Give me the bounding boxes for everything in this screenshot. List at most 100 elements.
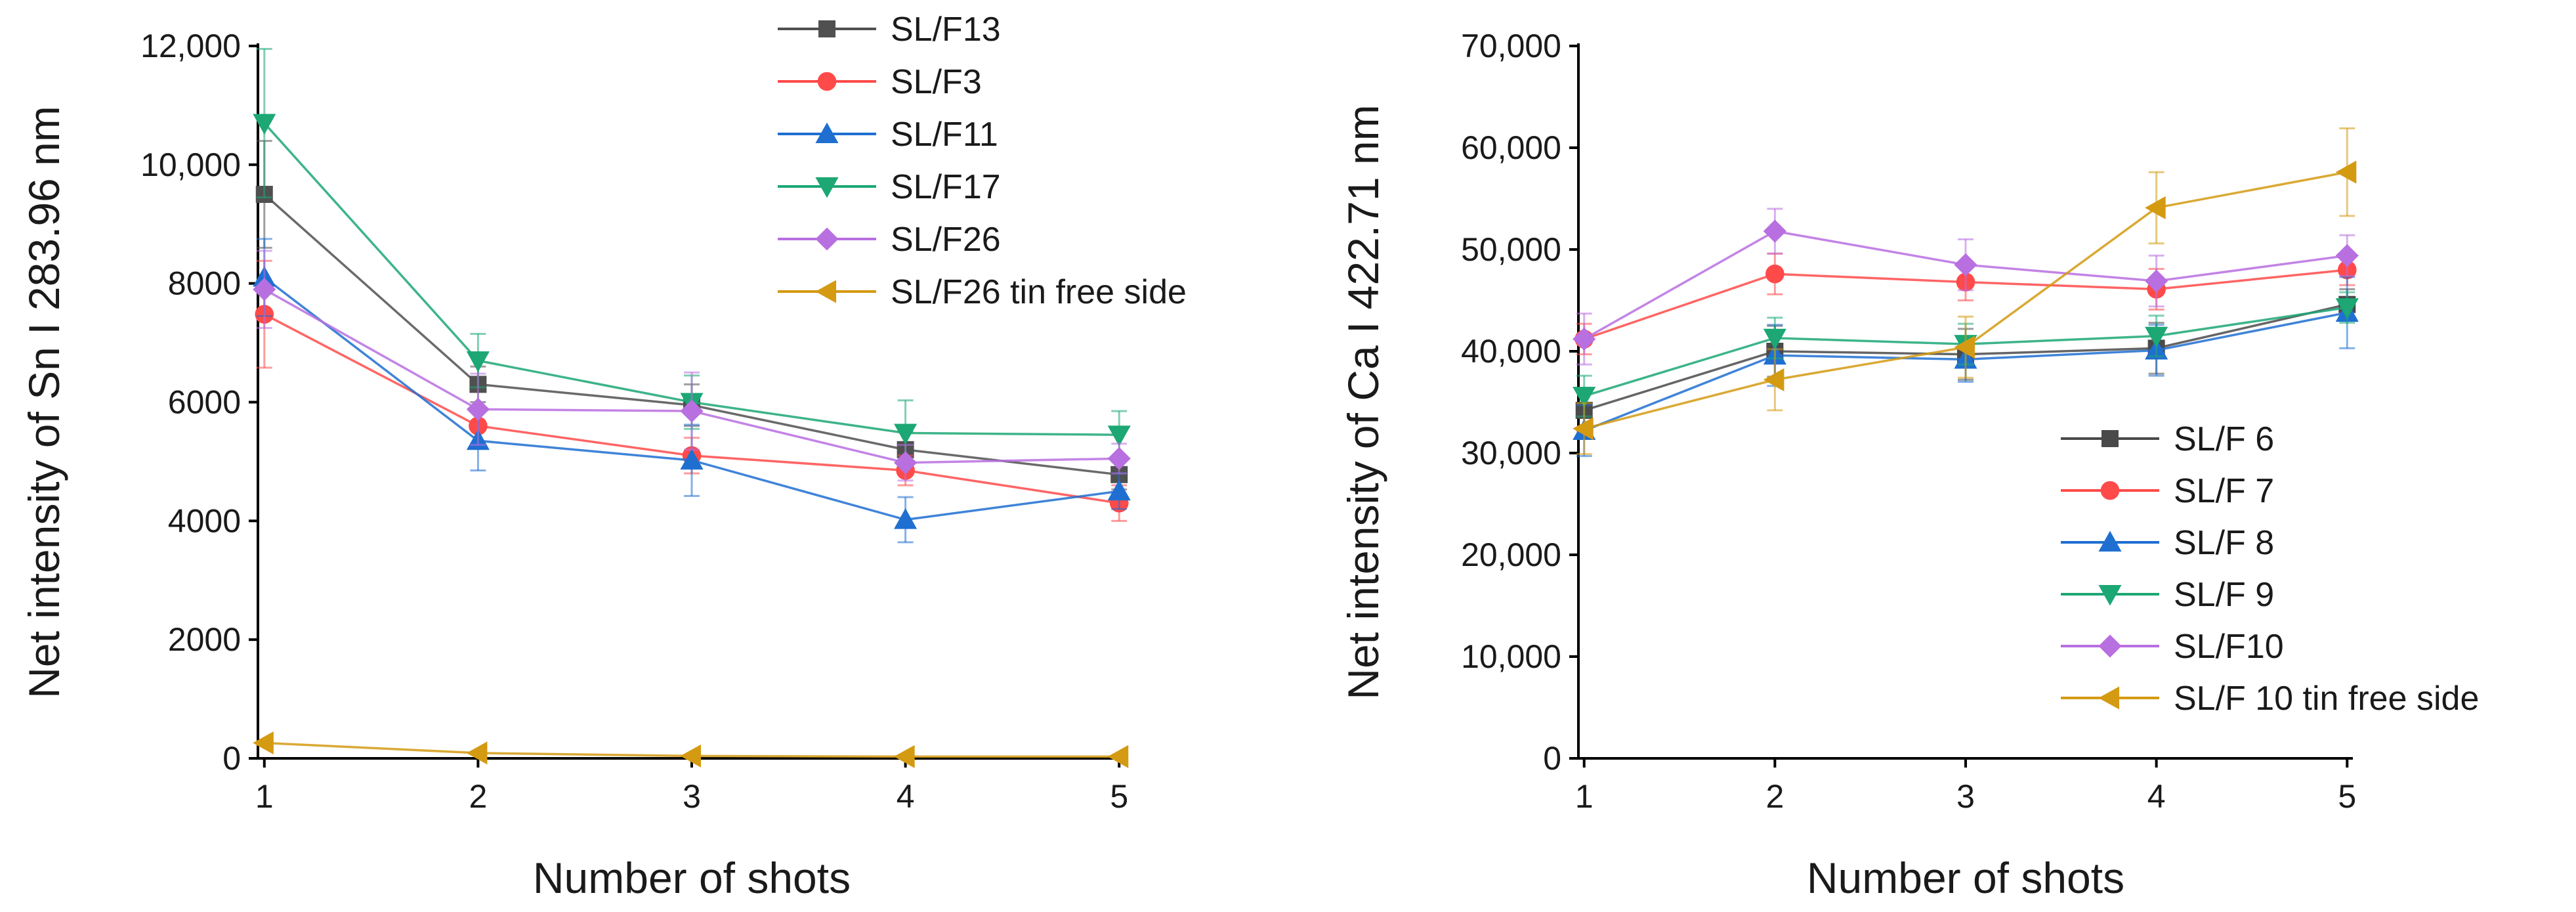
legend-label: SL/F 7 [2174, 472, 2274, 510]
y-tick-label: 40,000 [1461, 333, 1561, 370]
y-tick-label: 0 [222, 740, 241, 777]
x-axis-title: Number of shots [533, 854, 851, 902]
legend-label: SL/F10 [2174, 628, 2284, 666]
legend-item: SL/F3 [778, 63, 982, 101]
data-point [894, 745, 915, 768]
data-point [1573, 387, 1596, 408]
data-point [466, 351, 490, 372]
legend-item: SL/F 9 [2061, 576, 2274, 614]
legend-marker [2101, 430, 2119, 447]
legend-item: SL/F 6 [2061, 420, 2274, 458]
legend-item: SL/F17 [778, 168, 1001, 206]
data-point [1107, 745, 1129, 768]
y-tick-label: 10,000 [1461, 638, 1561, 675]
y-axis-title: Net intensity of Sn I 283.96 nm [20, 106, 68, 699]
legend-label: SL/F26 [891, 221, 1001, 259]
legend: SL/F13 SL/F3 SL/F11 SL/F17 SL/F26 SL/F26 tin … [778, 11, 1187, 311]
x-tick-label: 2 [1765, 778, 1784, 815]
data-point [1573, 327, 1596, 351]
legend-label: SL/F13 [891, 11, 1001, 49]
y-tick-label: 6000 [168, 384, 241, 421]
data-point [2145, 196, 2166, 219]
x-tick-label: 5 [2338, 778, 2356, 815]
data-point [1954, 253, 1977, 276]
data-point [1763, 219, 1786, 243]
series-5 [253, 731, 1129, 768]
series-5 [1573, 127, 2357, 456]
data-point [253, 731, 274, 755]
data-point [2145, 326, 2168, 348]
y-tick-label: 12,000 [140, 28, 241, 64]
y-tick-label: 2000 [168, 621, 241, 658]
legend-marker [2098, 686, 2120, 710]
x-tick-label: 3 [683, 778, 701, 815]
x-tick-label: 3 [1956, 778, 1975, 815]
data-point [2335, 298, 2359, 319]
data-point [253, 278, 276, 301]
legend-item: SL/F10 [2061, 628, 2284, 666]
legend-marker [2100, 481, 2120, 500]
legend-marker [817, 72, 837, 91]
y-tick-label: 4000 [168, 502, 241, 539]
y-tick-label: 50,000 [1461, 231, 1561, 268]
data-point [1107, 446, 1131, 470]
y-tick-label: 8000 [168, 265, 241, 302]
data-point [894, 508, 918, 529]
legend-marker [2098, 634, 2122, 658]
data-point [466, 397, 490, 421]
legend-marker [818, 20, 835, 37]
data-point [680, 399, 704, 423]
legend-item: SL/F26 tin free side [778, 273, 1187, 311]
legend-item: SL/F 8 [2061, 524, 2274, 562]
data-point [680, 448, 704, 470]
data-point [1107, 425, 1131, 446]
series-4 [253, 250, 1131, 482]
legend-marker [815, 227, 839, 251]
legend-marker [815, 177, 839, 198]
data-point [1573, 417, 1594, 441]
data-point [1765, 264, 1784, 284]
legend-label: SL/F 9 [2174, 576, 2274, 614]
legend-label: SL/F3 [891, 63, 982, 101]
series-4 [1573, 207, 2359, 366]
legend-item: SL/F26 [778, 221, 1001, 259]
legend-item: SL/F11 [778, 116, 998, 154]
legend-label: SL/F17 [891, 168, 1001, 206]
legend-label: SL/F 8 [2174, 524, 2274, 562]
x-tick-label: 4 [897, 778, 915, 815]
y-tick-label: 20,000 [1461, 536, 1561, 573]
legend-marker [815, 122, 839, 144]
legend-marker [2098, 584, 2122, 606]
data-point [894, 423, 918, 445]
legend-label: SL/F11 [891, 116, 998, 154]
y-axis-title: Net intensity of Ca I 422.71 nm [1339, 104, 1387, 699]
ca-intensity-chart: 0 10,000 20,000 30,000 40,000 50,000 60,000 70,… [1339, 28, 2479, 902]
x-axis-title: Number of shots [1807, 854, 2124, 902]
y-tick-label: 70,000 [1461, 28, 1561, 64]
data-point [680, 744, 702, 768]
data-point [1954, 336, 1975, 359]
legend-marker [2098, 531, 2122, 552]
legend-item: SL/F13 [778, 11, 1001, 49]
y-tick-label: 10,000 [140, 146, 241, 183]
data-point [2335, 160, 2357, 184]
data-point [1107, 479, 1131, 501]
x-tick-label: 2 [469, 778, 487, 815]
data-point [894, 451, 918, 475]
legend: SL/F 6 SL/F 7 SL/F 8 SL/F 9 SL/F10 SL/F 10 ti… [2061, 420, 2479, 718]
legend-marker [815, 280, 837, 303]
x-tick-label: 4 [2147, 778, 2166, 815]
sn-intensity-chart: 0 2000 4000 6000 8000 10,000 12,000 1 2 3 4 5 Number… [20, 11, 1187, 902]
legend-item: SL/F 7 [2061, 472, 2274, 510]
x-tick-label: 1 [255, 778, 274, 815]
y-tick-label: 30,000 [1461, 435, 1561, 471]
x-tick-label: 1 [1575, 778, 1594, 815]
y-tick-label: 60,000 [1461, 129, 1561, 166]
data-point [1763, 328, 1786, 350]
legend-item: SL/F 10 tin free side [2061, 680, 2479, 718]
data-point [253, 114, 276, 135]
data-point [466, 741, 488, 765]
legend-label: SL/F 10 tin free side [2174, 680, 2479, 718]
data-point [1763, 368, 1784, 391]
